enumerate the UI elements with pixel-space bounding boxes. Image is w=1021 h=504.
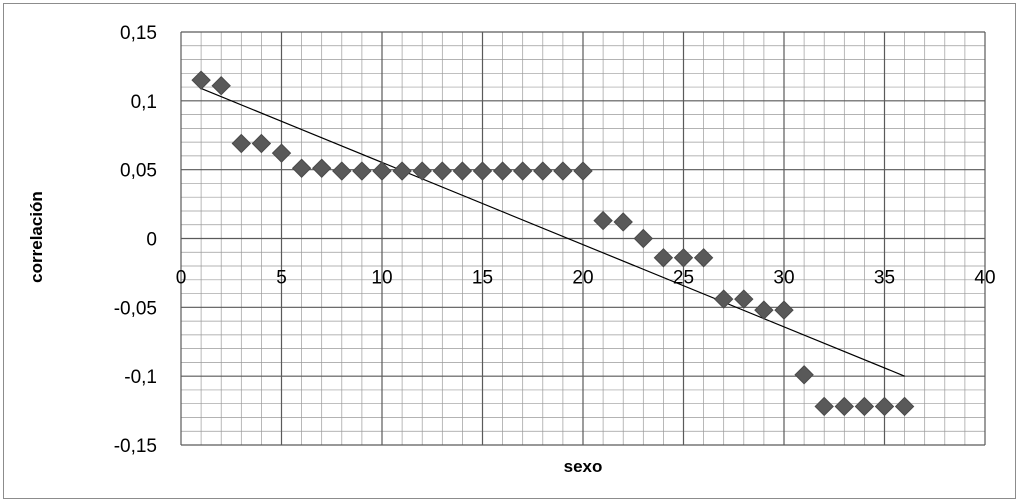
data-point: [874, 396, 895, 417]
data-points: [191, 70, 915, 417]
data-point: [291, 158, 312, 178]
data-point: [472, 161, 493, 181]
data-point: [271, 143, 292, 163]
data-point: [673, 248, 694, 268]
data-point: [251, 133, 272, 154]
data-point: [452, 161, 473, 181]
data-point: [392, 161, 412, 181]
x-tick-label: 5: [276, 268, 287, 289]
x-axis-title: sexo: [564, 457, 603, 476]
data-point: [593, 210, 613, 231]
trendline-group: [200, 87, 905, 377]
data-point: [372, 161, 392, 181]
x-tick-label: 40: [974, 268, 995, 289]
x-tick-labels: 0 5 10 15 20 25 30 35 40: [176, 268, 996, 289]
x-tick-label: 35: [874, 268, 895, 289]
y-tick-label: -0,1: [124, 367, 157, 388]
data-point: [713, 289, 734, 309]
data-point: [573, 161, 593, 181]
data-point: [191, 70, 211, 90]
data-point: [633, 228, 654, 249]
chart-frame: [3, 3, 1016, 499]
y-tick-labels: 0,15 0,1 0,05 0 -0,05 -0,1 -0,15: [114, 23, 157, 457]
data-point: [693, 248, 714, 268]
data-point: [613, 212, 633, 232]
data-point: [211, 75, 231, 96]
x-tick-label: 30: [773, 268, 794, 289]
data-point: [412, 161, 432, 181]
y-tick-label: 0: [146, 230, 157, 251]
x-tick-label: 15: [472, 268, 493, 289]
data-point: [432, 161, 453, 181]
data-point: [512, 161, 533, 181]
data-point: [754, 300, 774, 320]
y-tick-label: 0,15: [120, 23, 157, 44]
y-tick-label: 0,05: [120, 161, 157, 182]
data-point: [774, 300, 794, 320]
data-point: [854, 396, 875, 417]
data-point: [311, 158, 332, 178]
data-point: [894, 396, 915, 417]
data-point: [332, 161, 352, 181]
data-point: [352, 161, 372, 181]
data-point: [834, 396, 855, 417]
data-point: [533, 161, 553, 181]
trendline: [200, 87, 905, 377]
data-point: [734, 289, 754, 309]
y-tick-label: 0,1: [131, 92, 157, 113]
data-point: [492, 161, 513, 181]
x-tick-label: 10: [371, 268, 392, 289]
data-point: [794, 365, 814, 385]
data-point: [814, 396, 834, 417]
x-tick-label: 20: [572, 268, 593, 289]
y-tick-label: -0,15: [114, 436, 157, 457]
data-point: [653, 248, 674, 268]
data-point: [231, 133, 252, 154]
x-tick-label: 0: [176, 268, 187, 289]
y-axis-title: correlación: [27, 191, 46, 283]
y-tick-label: -0,05: [114, 298, 157, 319]
data-point: [553, 161, 573, 181]
